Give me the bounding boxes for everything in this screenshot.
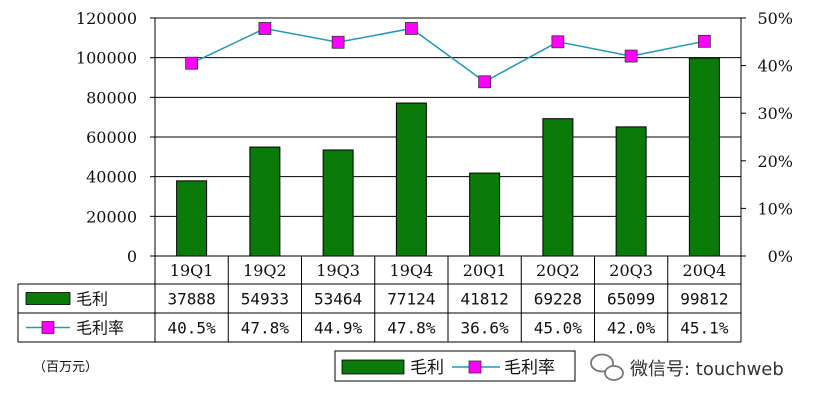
right-tick-label: 50% [757, 9, 793, 28]
point-19Q3 [331, 35, 345, 49]
table-value: 36.6% [461, 319, 510, 338]
table-value: 54933 [241, 290, 289, 309]
bars [176, 57, 720, 257]
right-tick-label: 30% [757, 104, 793, 123]
category-label: 20Q3 [609, 261, 653, 280]
gridlines [155, 17, 741, 217]
legend-label-line: 毛利率 [504, 358, 555, 378]
legend: 毛利 毛利率 [334, 350, 576, 382]
right-tick-label: 0% [768, 247, 793, 266]
bar-20Q3 [615, 126, 647, 257]
right-axis-ticks: 0% 10% 20% 30% 40% 50% [741, 9, 793, 266]
left-tick-label: 80000 [86, 88, 137, 107]
table-series-label: 毛利 [76, 290, 108, 309]
watermark-text: 微信号: touchweb [630, 359, 784, 380]
table-value: 53464 [314, 290, 362, 309]
point-20Q3 [624, 49, 638, 63]
table-value: 47.8% [241, 319, 290, 338]
category-label: 20Q2 [536, 261, 580, 280]
left-tick-label: 20000 [86, 207, 137, 226]
point-20Q4 [697, 34, 711, 48]
table-value: 40.5% [168, 319, 217, 338]
table-value: 77124 [387, 290, 435, 309]
table-value: 44.9% [314, 319, 363, 338]
legend-label-bar: 毛利 [410, 358, 444, 378]
table-value: 37888 [168, 290, 216, 309]
unit-label: （百万元） [33, 360, 98, 375]
category-label: 20Q4 [683, 261, 727, 280]
category-label: 20Q1 [463, 261, 507, 280]
category-label: 19Q4 [390, 261, 434, 280]
right-tick-label: 20% [757, 152, 793, 171]
point-19Q1 [185, 56, 199, 70]
table-value: 41812 [461, 290, 509, 309]
left-axis-ticks: 0 20000 40000 60000 80000 100000 120000 [76, 9, 155, 266]
bar-19Q4 [395, 102, 427, 257]
right-tick-label: 40% [757, 57, 793, 76]
table-key-marker [41, 321, 55, 334]
bar-20Q4 [688, 57, 720, 257]
left-tick-label: 40000 [86, 168, 137, 187]
bar-19Q1 [176, 180, 208, 257]
table-value: 45.0% [534, 319, 583, 338]
table-value: 42.0% [607, 319, 656, 338]
table-value: 69228 [534, 290, 582, 309]
point-20Q2 [551, 35, 565, 49]
category-label: 19Q2 [243, 261, 287, 280]
watermark: 微信号: touchweb [590, 353, 784, 381]
table-value: 65099 [607, 290, 655, 309]
wechat-icon [590, 353, 624, 381]
margin-line [185, 22, 711, 89]
point-19Q2 [258, 22, 272, 35]
table-series-label: 毛利率 [76, 319, 124, 338]
category-label: 19Q3 [316, 261, 360, 280]
bar-19Q3 [322, 149, 354, 257]
point-20Q1 [478, 75, 492, 89]
left-tick-label: 60000 [86, 128, 137, 147]
point-19Q4 [404, 22, 418, 35]
table-value: 99812 [680, 290, 728, 309]
left-tick-label: 100000 [76, 49, 137, 68]
left-tick-label: 120000 [76, 9, 137, 28]
margin-line-path [191, 27, 705, 83]
legend-key-bar [341, 359, 405, 375]
category-label: 19Q1 [170, 261, 214, 280]
left-tick-label: 0 [127, 247, 137, 266]
right-tick-label: 10% [757, 199, 793, 218]
bar-20Q1 [469, 172, 501, 257]
bar-20Q2 [542, 118, 574, 257]
table-value: 45.1% [680, 319, 729, 338]
table-value: 47.8% [387, 319, 436, 338]
legend-key-marker [468, 360, 482, 374]
table-key-bar [25, 292, 71, 305]
bar-19Q2 [249, 146, 281, 257]
